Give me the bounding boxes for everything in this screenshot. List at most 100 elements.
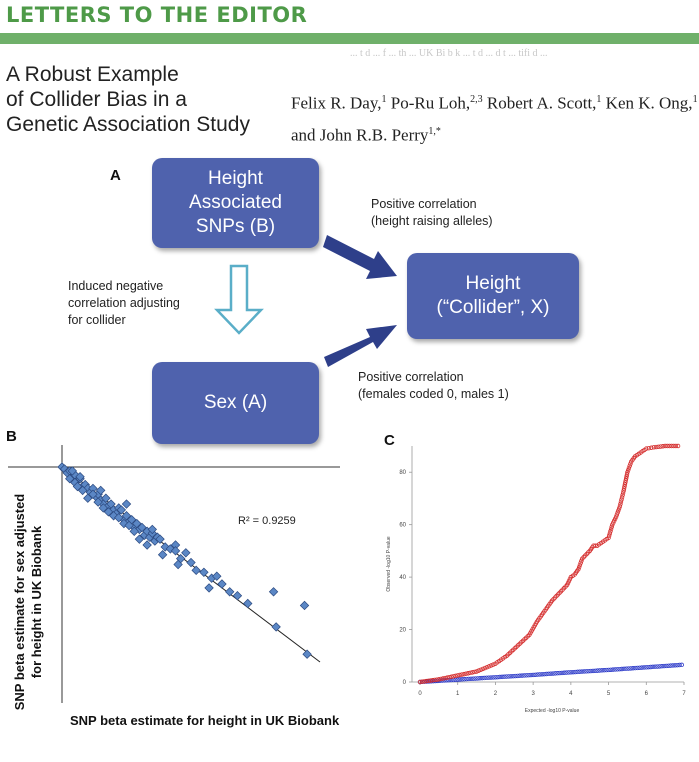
chart-c-x-tick-label: 7: [682, 691, 686, 697]
chart-c-point: [649, 445, 654, 450]
chart-b-point: [181, 548, 191, 558]
chart-c-point: [635, 665, 640, 671]
chart-c-point: [506, 674, 511, 679]
note-line: (females coded 0, males 1): [358, 387, 509, 401]
chart-c-point: [617, 666, 622, 672]
chart-c-point: [539, 672, 545, 677]
chart-c-y-tick-label: 80: [399, 470, 406, 476]
axis-title-line: SNP beta estimate for sex adjusted: [12, 493, 27, 711]
chart-c-point: [593, 668, 598, 673]
chart-c-point: [463, 671, 469, 676]
chart-c-point: [595, 668, 600, 673]
chart-c-point: [601, 668, 607, 673]
chart-c-point: [673, 443, 679, 449]
chart-c-point: [568, 670, 574, 675]
chart-c-point: [564, 670, 569, 675]
chart-c-point: [484, 664, 490, 670]
chart-c-point: [608, 529, 613, 534]
chart-c-point: [618, 499, 624, 505]
chart-c-point: [459, 672, 465, 677]
chart-c-point: [477, 676, 483, 681]
chart-c-point: [625, 467, 631, 473]
chart-c-x-axis-title: Expected -log10 P-value: [525, 708, 580, 714]
chart-c-point: [615, 510, 620, 515]
chart-c-point: [610, 667, 616, 672]
chart-c-point: [614, 512, 620, 517]
chart-c-point: [626, 666, 631, 671]
chart-b-point: [204, 583, 214, 593]
note-line: Positive correlation: [358, 370, 464, 384]
chart-c-point: [426, 678, 431, 684]
chart-c-point: [457, 677, 463, 682]
chart-c-point: [606, 535, 611, 540]
chart-c-point: [599, 668, 605, 673]
chart-c-point: [524, 673, 529, 678]
chart-c-point: [476, 668, 481, 673]
chart-c-point: [613, 667, 618, 672]
chart-c-point: [491, 675, 496, 680]
chart-b-point: [199, 567, 209, 577]
chart-c-point: [608, 526, 614, 532]
chart-c-point: [620, 490, 626, 496]
chart-c-point: [472, 669, 477, 675]
chart-c-point: [621, 486, 627, 491]
chart-c-point: [513, 673, 518, 679]
chart-c-point: [577, 669, 582, 674]
chart-b-point: [93, 497, 103, 507]
chart-b-point: [186, 557, 196, 568]
chart-c-point: [451, 674, 456, 679]
chart-c-point: [659, 664, 665, 669]
qq-plot-c: 0 1 2 3 4 5 6 7 0 20 40 60 80 Expected -log10 P-value…: [386, 443, 686, 714]
chart-c-x-tick-label: 6: [645, 691, 649, 697]
chart-b-point: [173, 559, 183, 570]
chart-c-point: [604, 667, 609, 673]
chart-c-point: [670, 663, 676, 668]
chart-c-point: [622, 482, 628, 487]
chart-b-point: [65, 474, 75, 484]
chart-c-x-tick-label: 4: [569, 691, 573, 697]
author-list: Felix R. Day,1 Po-Ru Loh,2,3 Robert A. S…: [291, 86, 699, 149]
arrow-snps-to-height: [323, 235, 397, 279]
chart-c-point: [665, 443, 670, 449]
chart-b-point: [271, 622, 281, 632]
note-line: Induced negative: [68, 279, 164, 293]
chart-b-point: [129, 526, 139, 537]
chart-c-point: [577, 562, 583, 568]
chart-c-point: [486, 675, 491, 680]
chart-c-y-tick-label: 0: [403, 680, 407, 686]
chart-c-point: [434, 677, 439, 682]
chart-b-point: [77, 485, 88, 496]
chart-c-point: [548, 671, 554, 676]
chart-c-point: [417, 679, 423, 685]
chart-c-point: [542, 671, 547, 677]
chart-c-point: [570, 669, 576, 675]
chart-c-point: [459, 677, 465, 682]
chart-c-point: [559, 670, 565, 676]
node-height-snps: Height Associated SNPs (B): [152, 158, 319, 248]
chart-c-point: [468, 676, 474, 682]
chart-b-r2-annotation: R² = 0.9259: [238, 515, 296, 527]
chart-c-point: [557, 670, 562, 676]
chart-c-point: [453, 673, 458, 679]
chart-c-point: [667, 443, 672, 449]
chart-c-point: [672, 663, 678, 668]
chart-c-point: [504, 674, 509, 679]
chart-c-point: [657, 664, 662, 669]
chart-c-point: [502, 674, 507, 679]
chart-b-x-axis-title: SNP beta estimate for height in UK Bioba…: [70, 713, 340, 728]
chart-c-point: [482, 665, 488, 671]
title-line: A Robust Example: [6, 63, 179, 86]
chart-b-point: [121, 499, 132, 509]
chart-c-point: [491, 662, 496, 667]
hollow-arrow-down: [214, 264, 264, 335]
chart-c-point: [624, 474, 629, 479]
chart-c-y-axis-title: Observed -log10 P-value: [386, 536, 392, 592]
chart-c-point: [644, 446, 649, 451]
chart-b-point: [75, 472, 85, 482]
node-label: Height: [208, 168, 263, 189]
chart-b-point: [302, 649, 312, 659]
chart-c-point: [581, 669, 587, 674]
chart-c-point: [625, 470, 630, 475]
chart-c-point: [628, 461, 633, 467]
chart-c-point: [651, 445, 657, 450]
